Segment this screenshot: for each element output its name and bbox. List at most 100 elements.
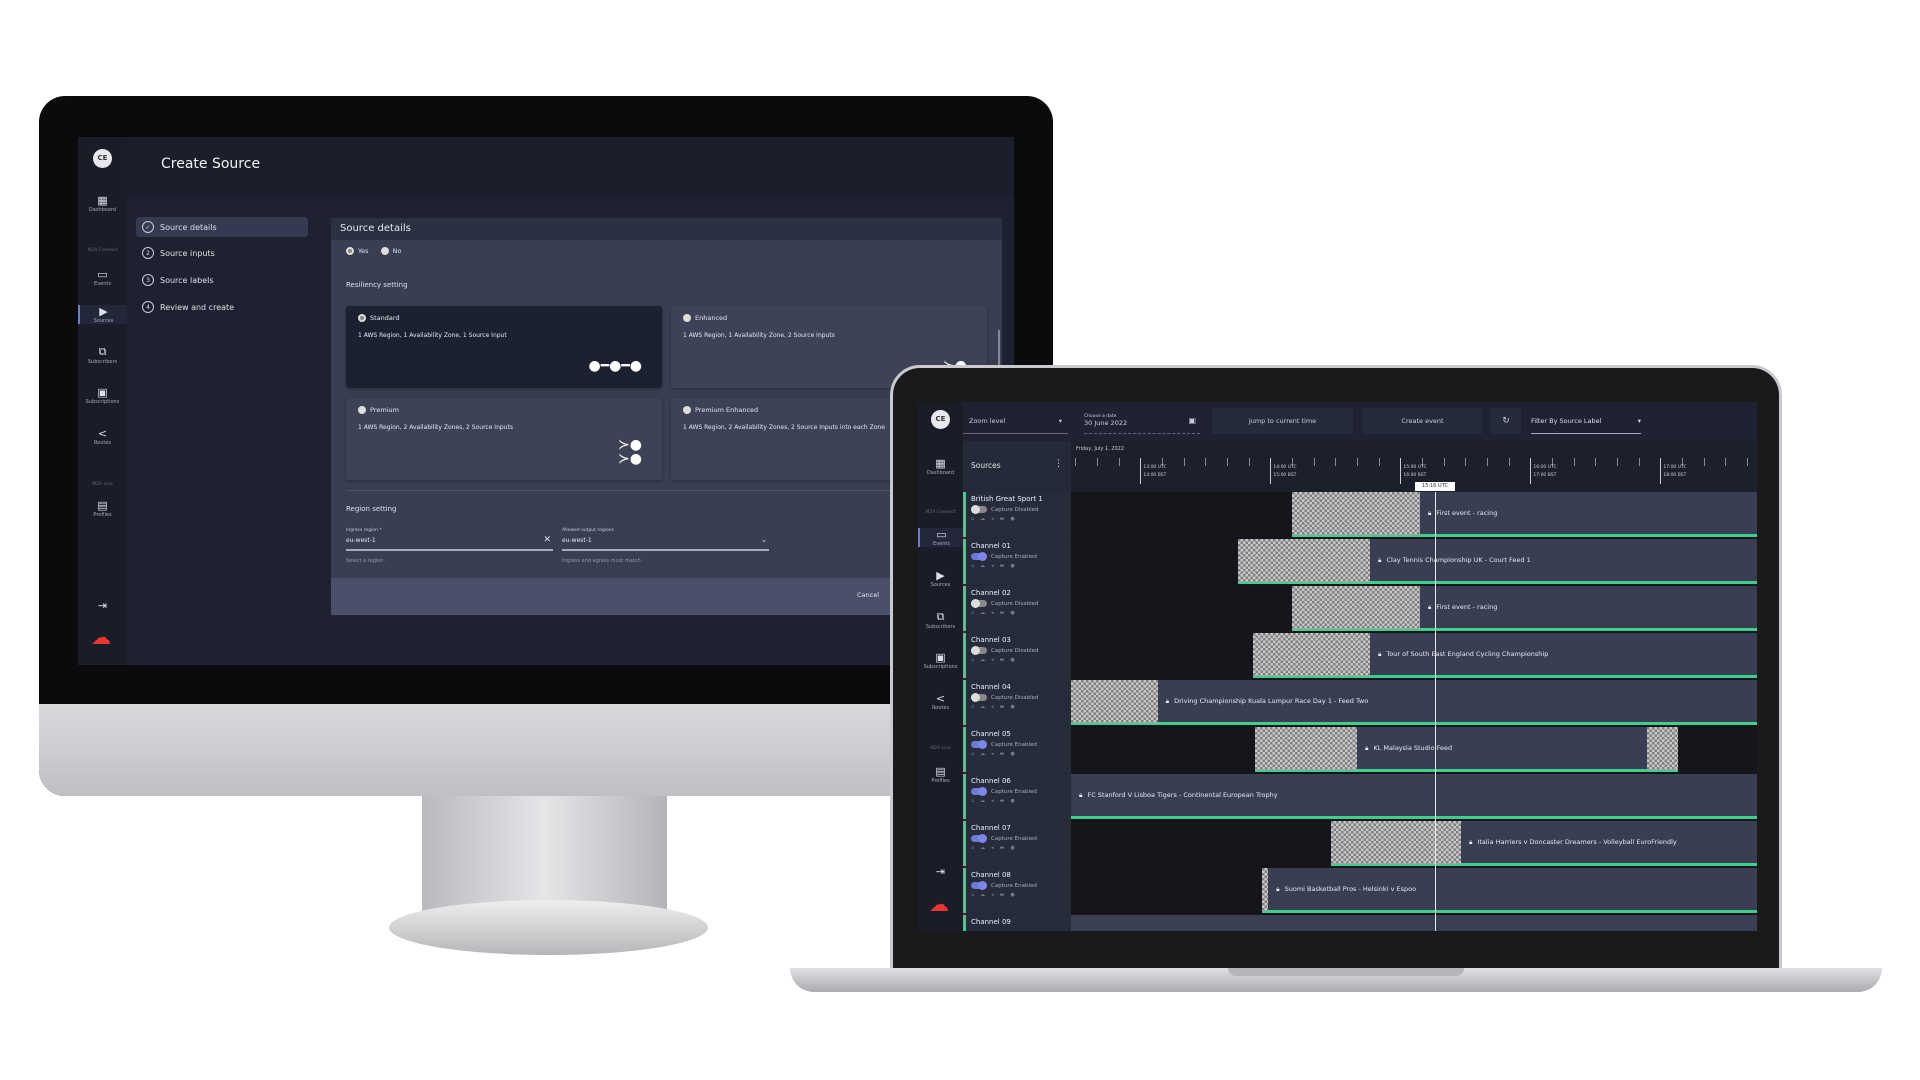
nav-label: Profiles [931, 778, 950, 784]
source-cell[interactable]: Channel 01 Capture Enabled ⌂☁◂▬● [963, 539, 1071, 584]
source-cell[interactable]: Channel 05 Capture Enabled ⌂☁◂▬● [963, 727, 1071, 772]
event-bar[interactable]: 🔒︎ First event - racing [1419, 492, 1757, 537]
lock-icon: 🔒︎ [1427, 508, 1432, 517]
sources-header: Sources [971, 461, 1001, 470]
event-prep-block[interactable] [1237, 539, 1370, 584]
jump-to-current-time-button[interactable]: Jump to current time [1212, 408, 1353, 434]
event-title: First event - racing [1436, 603, 1498, 611]
cancel-button[interactable]: Cancel [857, 591, 880, 599]
step-source-details[interactable]: ✓ Source details [136, 217, 308, 237]
event-prep-block[interactable] [1071, 680, 1158, 725]
capture-status: Capture Enabled [991, 835, 1037, 842]
capture-toggle[interactable] [971, 552, 987, 561]
source-cell[interactable]: Channel 02 Capture Disabled ⌂☁◂▬● [963, 586, 1071, 631]
option-standard[interactable]: Standard 1 AWS Region, 1 Availability Zon… [346, 306, 662, 388]
nav-sources[interactable]: ▶ Sources [918, 569, 963, 588]
tick-utc: 14:00 UTC [1273, 465, 1297, 470]
more-options-icon[interactable]: ⋮ [1054, 459, 1063, 469]
event-prep-block[interactable] [1261, 868, 1269, 913]
radio-label: Yes [358, 247, 369, 255]
event-prep-block[interactable] [1331, 821, 1461, 866]
nav-subscribers[interactable]: ⧉ Subscribers [918, 610, 963, 630]
event-bar[interactable]: 🔒︎ Tour of South East England Cycling Cha… [1370, 633, 1757, 678]
timeline-header: Friday, July 1, 2022 13:00 UTC 14:00 BST 1… [1071, 441, 1757, 492]
capture-toggle[interactable] [971, 740, 987, 749]
capture-status: Capture Enabled [991, 882, 1037, 889]
capture-toggle[interactable] [971, 787, 987, 796]
tick-bst: 18:00 BST [1663, 473, 1687, 478]
source-cell[interactable]: Channel 03 Capture Disabled ⌂☁◂▬● [963, 633, 1071, 678]
status-icons: ⌂☁◂▬● [971, 845, 1021, 851]
nav-profiles[interactable]: ▤ Profiles [918, 765, 963, 784]
event-bar[interactable]: 🔒︎ FC Stanford V Lisboa Tigers - Continen… [1071, 774, 1757, 819]
nav-sources[interactable]: ▶ Sources [78, 305, 127, 324]
nav-subscriptions[interactable]: ▣ Subscriptions [78, 386, 127, 405]
nav-routes[interactable]: < Routes [918, 692, 963, 711]
source-cell[interactable]: Channel 07 Capture Enabled ⌂☁◂▬● [963, 821, 1071, 866]
calendar-icon[interactable]: ▣ [1188, 416, 1196, 425]
check-icon: ✓ [142, 221, 154, 233]
tick-mark [1313, 458, 1315, 466]
event-prep-block[interactable] [1253, 633, 1370, 678]
event-bar[interactable]: 🔒︎ KL Malaysia Studio Feed [1357, 727, 1648, 772]
capture-toggle[interactable] [971, 693, 987, 702]
event-prep-block[interactable] [1255, 727, 1357, 772]
source-cell[interactable]: Channel 08 Capture Enabled ⌂☁◂▬● [963, 868, 1071, 913]
event-prep-block[interactable] [1292, 586, 1420, 631]
scrollbar[interactable] [998, 330, 1000, 367]
source-cell[interactable]: Channel 06 Capture Enabled ⌂☁◂▬● [963, 774, 1071, 819]
monitor-base [389, 900, 708, 955]
step-review-create[interactable]: 4 Review and create [136, 297, 308, 317]
tick-mark [1183, 458, 1185, 466]
nav-subscribers[interactable]: ⧉ Subscribers [78, 345, 127, 365]
date-picker[interactable]: Choose a date 30 June 2022 ▣ [1084, 408, 1200, 434]
nav-dashboard[interactable]: ▦ Dashboard [918, 457, 963, 476]
laptop-notch [1228, 968, 1464, 976]
tick-mark [1357, 458, 1358, 466]
nav-subscriptions[interactable]: ▣ Subscriptions [918, 651, 963, 670]
radio-no[interactable] [380, 247, 389, 255]
capture-toggle[interactable] [971, 834, 987, 843]
tick-mark [1747, 458, 1748, 466]
radio-yes[interactable] [346, 247, 354, 255]
link-icon: ⧉ [936, 610, 945, 623]
event-bar[interactable] [1071, 915, 1757, 931]
tick-mark [1378, 458, 1380, 466]
tick-mark [1335, 458, 1337, 466]
source-cell[interactable]: Channel 04 Capture Disabled ⌂☁◂▬● [963, 680, 1071, 725]
refresh-icon[interactable]: ↻ [1491, 408, 1521, 434]
event-post-block[interactable] [1647, 727, 1678, 772]
output-regions-select[interactable]: Allowed output regions eu-west-1 ⌄ [562, 528, 769, 551]
capture-toggle[interactable] [971, 881, 987, 890]
logout-button[interactable]: ⇥ [918, 865, 963, 878]
event-prep-block[interactable] [1292, 492, 1420, 537]
clear-icon[interactable]: ✕ [543, 535, 551, 545]
source-cell[interactable]: British Great Sport 1 Capture Disabled ⌂☁◂… [963, 492, 1071, 537]
source-name: Channel 05 [971, 730, 1011, 738]
nav-profiles[interactable]: ▤ Profiles [78, 499, 127, 518]
option-premium[interactable]: Premium 1 AWS Region, 2 Availability Zone… [346, 398, 662, 480]
nav-routes[interactable]: < Routes [78, 427, 127, 446]
step-source-inputs[interactable]: 2 Source inputs [136, 243, 308, 263]
logout-button[interactable]: ⇥ [78, 599, 127, 612]
capture-toggle[interactable] [971, 599, 987, 608]
create-event-button[interactable]: Create event [1363, 408, 1482, 434]
nav-events[interactable]: ▭ Events [918, 528, 963, 547]
event-bar[interactable]: 🔒︎ First event - racing [1419, 586, 1757, 631]
event-title: Clay Tennis Championship UK - Court Feed… [1386, 556, 1531, 564]
event-bar[interactable]: 🔒︎ Driving Championship Kuala Lumpur Race… [1157, 680, 1757, 725]
step-source-labels[interactable]: 3 Source labels [136, 270, 308, 290]
capture-toggle[interactable] [971, 505, 987, 514]
nav-events[interactable]: ▭ Events [78, 268, 127, 287]
source-cell[interactable]: Channel 09 [963, 915, 1071, 931]
event-bar[interactable]: 🔒︎ Suomi Basketball Pros - Helsinki v Esp… [1268, 868, 1757, 913]
ingress-region-field[interactable]: Ingress region * eu-west-1 ✕ [346, 528, 553, 551]
capture-toggle[interactable] [971, 646, 987, 655]
nav-dashboard[interactable]: ▦ Dashboard [78, 194, 127, 213]
event-bar[interactable]: 🔒︎ Italia Harriers v Doncaster Dreamers -… [1461, 821, 1757, 866]
tick-label: 14:00 UTC 15:00 BST [1273, 464, 1296, 480]
zoom-level-select[interactable]: Zoom level ▾ [963, 408, 1068, 434]
event-bar[interactable]: 🔒︎ Clay Tennis Championship UK - Court Fe… [1370, 539, 1757, 584]
filter-source-label-select[interactable]: Filter By Source Label ▾ [1531, 408, 1641, 434]
nav-label: Events [933, 541, 950, 547]
